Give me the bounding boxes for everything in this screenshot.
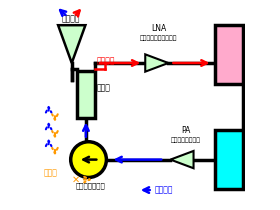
Text: 共用器: 共用器 — [97, 83, 111, 92]
Text: 送信: 送信 — [223, 146, 234, 155]
Text: 受信: 受信 — [223, 41, 234, 50]
Text: （ローノイズアンプ）: （ローノイズアンプ） — [140, 35, 178, 41]
Text: アイソレーター: アイソレーター — [76, 183, 106, 189]
Text: 回路: 回路 — [223, 59, 234, 68]
Text: ✕: ✕ — [72, 175, 80, 185]
Text: 回路: 回路 — [223, 164, 234, 173]
Bar — [214, 25, 243, 84]
Text: 送信信号: 送信信号 — [155, 186, 173, 194]
Bar — [77, 71, 95, 118]
Text: 反射波: 反射波 — [44, 168, 58, 177]
Text: （パワーアンプ）: （パワーアンプ） — [171, 138, 201, 143]
Text: 受信信号: 受信信号 — [97, 56, 115, 65]
Polygon shape — [145, 54, 168, 72]
Text: PA: PA — [181, 126, 191, 135]
Polygon shape — [171, 151, 193, 168]
Polygon shape — [58, 25, 85, 63]
Bar — [214, 130, 243, 189]
Circle shape — [71, 142, 106, 177]
Text: アンテナ: アンテナ — [61, 14, 80, 23]
Text: LNA: LNA — [151, 24, 167, 33]
